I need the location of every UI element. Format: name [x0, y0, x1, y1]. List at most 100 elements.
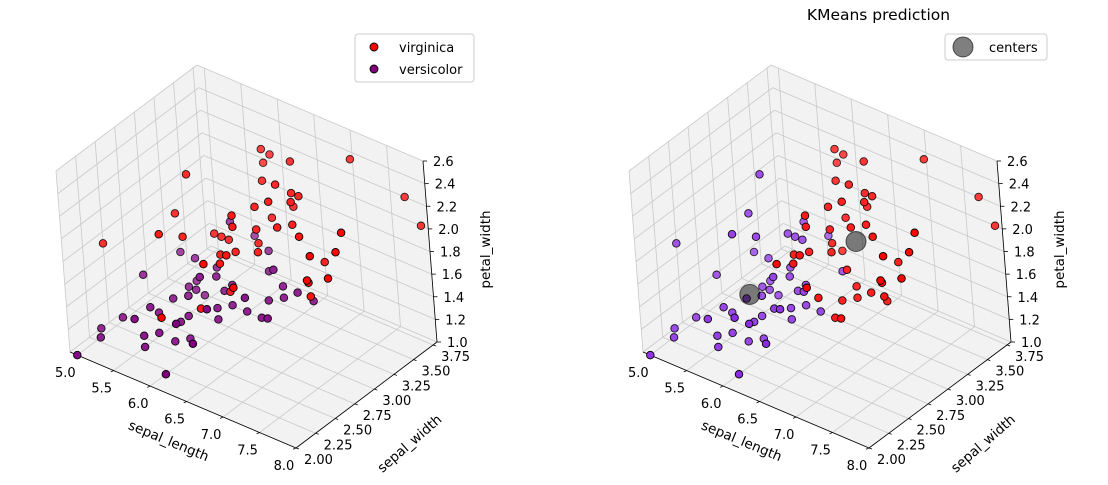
scatter-point [228, 222, 237, 232]
scatter-point [294, 191, 303, 201]
z-grid-side [639, 200, 782, 308]
scatter-point [98, 239, 108, 248]
z-grid-side [64, 177, 206, 285]
z-tick-label: 1.0 [447, 336, 468, 351]
scatter-point [785, 272, 795, 281]
z-tick-label: 1.2 [445, 313, 466, 328]
y-grid-floor [780, 248, 1008, 346]
z-grid-back [196, 64, 424, 162]
chart-title: KMeans prediction [807, 6, 950, 24]
y-tick-mark [1006, 344, 1011, 347]
scatter-point [224, 235, 234, 245]
x-tick-mark [683, 370, 687, 373]
scatter-point [836, 314, 846, 323]
x-tick-label: 7.5 [237, 444, 258, 459]
y-grid-floor [148, 292, 375, 390]
scatter-point [279, 293, 289, 302]
y-tick-mark [393, 374, 398, 376]
scatter-point [775, 305, 785, 314]
scatter-point [878, 252, 888, 261]
z-grid-back [779, 177, 1006, 275]
scatter-point [802, 283, 811, 293]
y-grid-floor [662, 336, 889, 434]
x-axis-line [642, 351, 870, 449]
scatter-point [841, 213, 850, 223]
scatter-point [669, 333, 679, 342]
z-grid-back [770, 64, 998, 162]
z-grid-back [783, 223, 1010, 320]
z-grid-back [198, 87, 425, 184]
z-tick-label: 2.4 [1009, 178, 1030, 193]
scatter-point [202, 305, 212, 314]
z-grid-side [630, 87, 773, 194]
z-tick-label: 2.0 [1012, 223, 1033, 238]
scatter-point [852, 282, 861, 291]
z-tick-label: 1.8 [1014, 246, 1035, 261]
z-grid-back [784, 245, 1012, 343]
scatter-point [195, 272, 205, 282]
x-tick-label: 6.5 [164, 413, 185, 428]
scatter-point [242, 307, 252, 316]
z-grid-side [57, 87, 199, 194]
scatter-point [118, 313, 128, 322]
y-tick-label: 3.75 [1015, 350, 1044, 365]
y-tick-mark [928, 403, 932, 406]
scatter-point [146, 302, 155, 312]
y-tick-label: 3.00 [956, 394, 985, 409]
x-tick-label: 5.5 [664, 382, 685, 397]
scatter-point [787, 315, 797, 324]
scatter-point [761, 339, 771, 349]
scatter-point [894, 257, 903, 267]
scatter-point [728, 328, 737, 338]
scatter-point [286, 188, 296, 198]
y-tick-mark [295, 447, 300, 450]
scatter-point [191, 285, 201, 295]
scatter-point [323, 274, 333, 283]
scatter-point [254, 238, 263, 248]
z-grid-back [205, 177, 432, 275]
z-grid-back [210, 245, 438, 343]
scatter-point [73, 350, 82, 360]
scatter-point [795, 251, 804, 260]
y-tick-mark [354, 403, 358, 406]
y-tick-label: 2.00 [877, 453, 906, 468]
scatter-point [161, 370, 171, 379]
x-tick-label: 5.5 [91, 382, 112, 397]
scatter-point [832, 158, 842, 168]
scatter-point [844, 180, 854, 189]
scatter-point [838, 246, 847, 256]
z-grid-back [774, 109, 1001, 207]
z-grid-back [207, 200, 434, 298]
scatter-point [294, 232, 304, 242]
z-grid-side [632, 109, 775, 217]
x-tick-mark [219, 416, 224, 419]
scatter-point [713, 331, 722, 340]
z-grid-back [777, 155, 1005, 252]
x-tick-mark [829, 432, 833, 435]
scatter-point [168, 294, 178, 303]
scatter-point [214, 315, 223, 324]
y-tick-mark [413, 359, 417, 362]
scatter-point [646, 350, 655, 360]
x-tick-mark [292, 447, 297, 450]
legend-label-versicolor: versicolor [399, 63, 463, 78]
z-tick-label: 1.6 [1016, 268, 1037, 283]
scatter-point [253, 247, 263, 257]
z-grid-side [641, 223, 784, 330]
scatter-point [184, 291, 193, 300]
y-tick-mark [432, 344, 437, 347]
y-tick-mark [868, 447, 873, 450]
y-grid-floor [702, 307, 929, 405]
scatter-point [251, 225, 261, 234]
scatter-point [97, 324, 106, 333]
scatter-point [250, 202, 259, 212]
x-tick-mark [865, 447, 870, 450]
scatter-point [171, 337, 180, 346]
center-point [739, 283, 761, 305]
x-tick-label: 8.0 [274, 459, 295, 474]
scatter-point [154, 229, 163, 239]
scatter-point [880, 292, 889, 301]
scatter-point [719, 302, 728, 312]
scatter-point [288, 220, 297, 229]
scatter-point [749, 247, 759, 257]
